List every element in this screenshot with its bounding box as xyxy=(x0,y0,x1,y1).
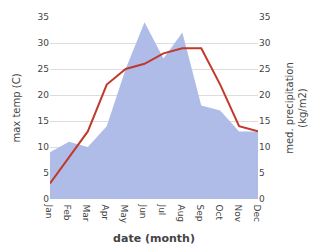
svg-text:20: 20 xyxy=(259,90,271,100)
svg-text:25: 25 xyxy=(259,64,270,74)
svg-text:5: 5 xyxy=(43,168,49,178)
svg-text:0: 0 xyxy=(43,194,49,204)
svg-text:Jan: Jan xyxy=(44,204,54,219)
svg-text:0: 0 xyxy=(259,194,265,204)
svg-text:May: May xyxy=(119,205,129,224)
svg-text:10: 10 xyxy=(38,142,50,152)
svg-text:30: 30 xyxy=(38,38,50,48)
svg-text:med. precipitation(kg/m2): med. precipitation(kg/m2) xyxy=(284,62,308,154)
svg-text:10: 10 xyxy=(259,142,271,152)
svg-text:Mar: Mar xyxy=(81,205,91,222)
svg-text:max temp (C): max temp (C) xyxy=(11,73,22,142)
svg-text:Oct: Oct xyxy=(214,205,224,221)
svg-text:25: 25 xyxy=(38,64,49,74)
svg-text:35: 35 xyxy=(259,12,270,22)
svg-text:Jun: Jun xyxy=(138,204,148,219)
svg-text:15: 15 xyxy=(38,116,49,126)
svg-text:Apr: Apr xyxy=(100,205,110,221)
svg-text:20: 20 xyxy=(38,90,50,100)
svg-text:Jul: Jul xyxy=(157,204,167,216)
svg-text:30: 30 xyxy=(259,38,271,48)
svg-text:Sep: Sep xyxy=(195,205,205,222)
svg-text:5: 5 xyxy=(259,168,265,178)
svg-text:Feb: Feb xyxy=(62,205,72,221)
svg-text:35: 35 xyxy=(38,12,49,22)
svg-text:date (month): date (month) xyxy=(113,232,195,245)
svg-text:Aug: Aug xyxy=(176,205,186,223)
svg-text:15: 15 xyxy=(259,116,270,126)
svg-text:Dec: Dec xyxy=(252,205,262,222)
svg-text:Nov: Nov xyxy=(233,205,243,223)
